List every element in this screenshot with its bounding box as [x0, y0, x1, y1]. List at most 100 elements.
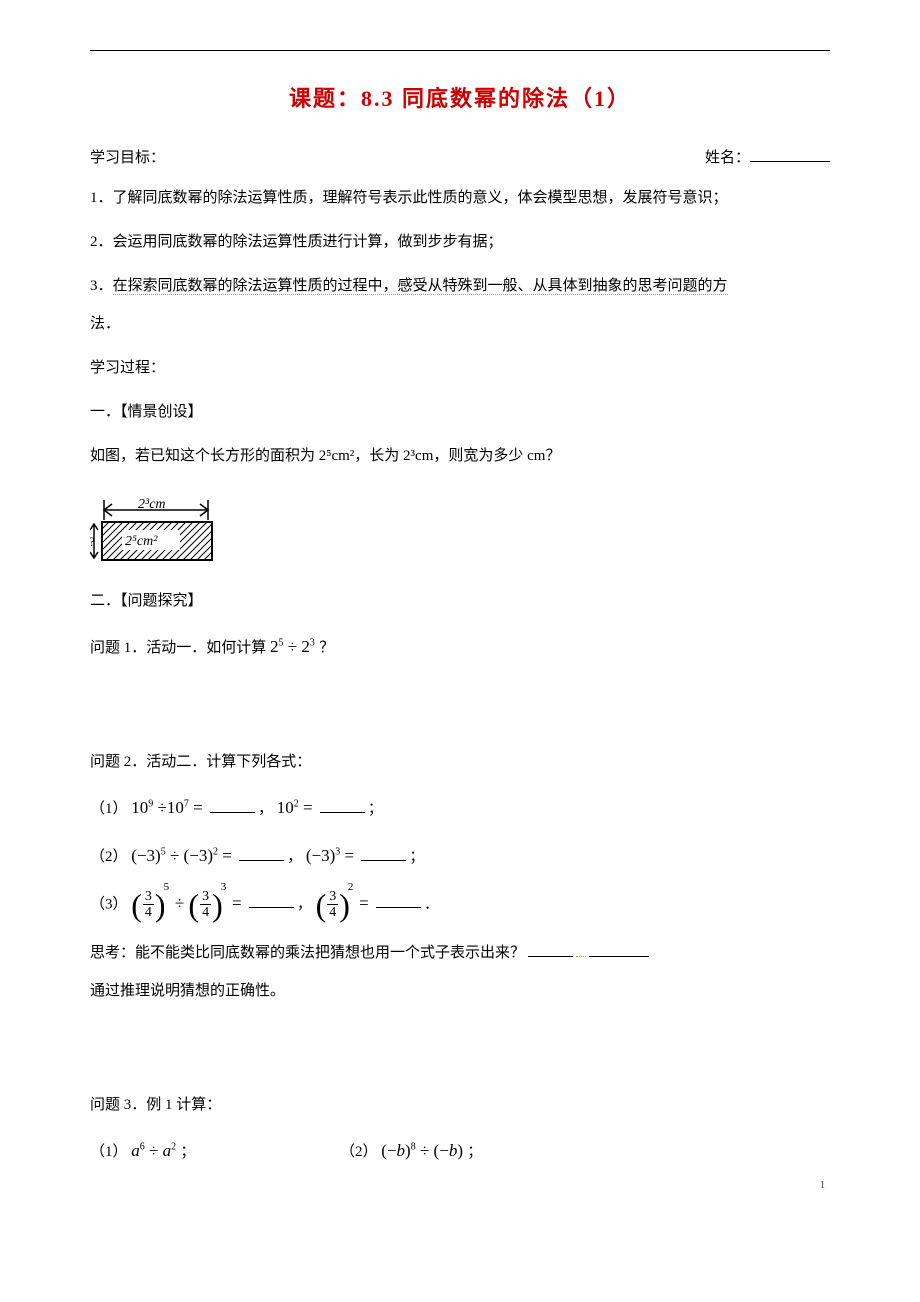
blank [376, 894, 421, 908]
t: ． [424, 896, 439, 912]
t: ， [258, 801, 273, 817]
blank [239, 847, 284, 861]
t: ， [297, 896, 312, 912]
t: b [397, 1141, 406, 1160]
q1-b2: 2 [301, 637, 310, 656]
q3-item-2: （2） (−b)8 ÷ (−b) ； [340, 1137, 482, 1164]
rectangle-figure: 2³cm ? 2⁵cm² [90, 492, 230, 575]
svg-text:2⁵cm²: 2⁵cm² [125, 534, 158, 549]
q3-2-pre: （2） [340, 1144, 378, 1160]
q2-2-expr-a: (−3)5 ÷ (−3)2 = [131, 846, 236, 865]
t: ； [409, 849, 424, 865]
t: 10 [277, 798, 294, 817]
goal-1: 1．了解同底数幂的除法运算性质，理解符号表示此性质的意义，体会模型思想，发展符号… [90, 186, 830, 210]
t: 3 [143, 889, 154, 905]
t: ； [368, 801, 383, 817]
t: − [387, 1141, 397, 1160]
q1-b1: 2 [270, 637, 279, 656]
t: − [189, 846, 199, 865]
q2-3-pre: （3） [90, 896, 128, 912]
section-2-title: 二．【问题探究】 [90, 589, 830, 613]
t: ÷ [170, 846, 179, 865]
t: 8 [411, 1141, 416, 1152]
t: = [345, 846, 355, 865]
think-line: 思考：能不能类比同底数幂的乘法把猜想也用一个式子表示出来？ [90, 941, 830, 965]
frac-paren-1: (34) [131, 889, 165, 921]
t: 9 [148, 799, 153, 810]
t: ) [457, 1141, 463, 1160]
svg-text:?: ? [90, 534, 95, 549]
q1-op: ÷ [288, 637, 297, 656]
t: 7 [184, 799, 189, 810]
header-row: 学习目标： 姓名： [90, 146, 830, 170]
q2-1-pre: （1） [90, 801, 128, 817]
t: a [163, 1141, 172, 1160]
blank [249, 894, 294, 908]
think-text: 思考：能不能类比同底数幂的乘法把猜想也用一个式子表示出来？ [90, 945, 525, 961]
q1-expr: 25 ÷ 23 [270, 637, 319, 656]
think-tail: 通过推理说明猜想的正确性。 [90, 979, 830, 1003]
frac-paren-3: (34) [316, 889, 350, 921]
q3-1-expr: a6 ÷ a2 [131, 1141, 180, 1160]
goals-label: 学习目标： [90, 146, 165, 170]
blank [361, 847, 406, 861]
t: 2 [294, 799, 299, 810]
blank [528, 943, 573, 957]
t: 4 [200, 905, 211, 920]
q2-item-2: （2） (−3)5 ÷ (−3)2 = ， (−3)3 = ； [90, 842, 830, 869]
question-3-label: 问题 3．例 1 计算： [90, 1093, 830, 1117]
page-number: 1 [820, 1178, 825, 1194]
question-1: 问题 1．活动一．如何计算 25 ÷ 23 ？ [90, 633, 830, 660]
t: − [312, 846, 322, 865]
t: ÷ [158, 798, 167, 817]
q2-item-3: （3） (34) 5 ÷ (34) 3 = ， (34) 2 = ． [90, 889, 830, 921]
q2-item-1: （1） 109 ÷107 = ， 102 = ； [90, 794, 830, 821]
t: 6 [140, 1141, 145, 1152]
t: ÷ [149, 1141, 158, 1160]
t: ； [180, 1144, 195, 1160]
goal-2: 2．会运用同底数幂的除法运算性质进行计算，做到步步有据； [90, 230, 830, 254]
t: 4 [143, 905, 154, 920]
t: = [222, 846, 232, 865]
q2-2-expr-b: (−3)3 = [306, 846, 359, 865]
t: 10 [167, 798, 184, 817]
t: 3 [327, 889, 338, 905]
rectangle-svg: 2³cm ? 2⁵cm² [90, 492, 230, 567]
t: 2 [171, 1141, 176, 1152]
name-field: 姓名： [705, 146, 830, 170]
q3-2-expr: (−b)8 ÷ (−b) [381, 1141, 467, 1160]
top-horizontal-rule [90, 50, 830, 51]
q1-e2: 3 [310, 638, 315, 649]
blank [210, 799, 255, 813]
q3-items: （1） a6 ÷ a2 ； （2） (−b)8 ÷ (−b) ； [90, 1137, 830, 1164]
t: 3 [335, 846, 340, 857]
name-label: 姓名： [705, 150, 750, 166]
goal-3-text: 在探索同底数幂的除法运算性质的过程中，感受从特殊到一般、从具体到抽象的思考问题的… [113, 278, 728, 295]
q3-item-1: （1） a6 ÷ a2 ； [90, 1137, 340, 1164]
section-1-title: 一．【情景创设】 [90, 400, 830, 424]
t: 3 [200, 889, 211, 905]
q3-1-pre: （1） [90, 1144, 128, 1160]
t: − [137, 846, 147, 865]
t: 5 [161, 846, 166, 857]
t: 3 [321, 846, 330, 865]
question-2-label: 问题 2．活动二．计算下列各式： [90, 750, 830, 774]
blank [320, 799, 365, 813]
t: 10 [131, 798, 148, 817]
t: − [439, 1141, 449, 1160]
blank [589, 943, 649, 957]
dot [576, 956, 586, 957]
t: ÷ [420, 1141, 429, 1160]
process-label: 学习过程： [90, 356, 830, 380]
name-blank [750, 161, 830, 162]
page-title: 课题：8.3 同底数幂的除法（1） [90, 81, 830, 116]
goal-3-num: 3． [90, 278, 113, 294]
t: 3 [147, 846, 156, 865]
q2-2-pre: （2） [90, 849, 128, 865]
t: = [193, 798, 203, 817]
t: ； [467, 1144, 482, 1160]
q1-tail: ？ [319, 640, 334, 656]
q1-e1: 5 [279, 638, 284, 649]
t: 4 [327, 905, 338, 920]
section-1-body: 如图，若已知这个长方形的面积为 2⁵cm²，长为 2³cm，则宽为多少 cm？ [90, 444, 830, 468]
